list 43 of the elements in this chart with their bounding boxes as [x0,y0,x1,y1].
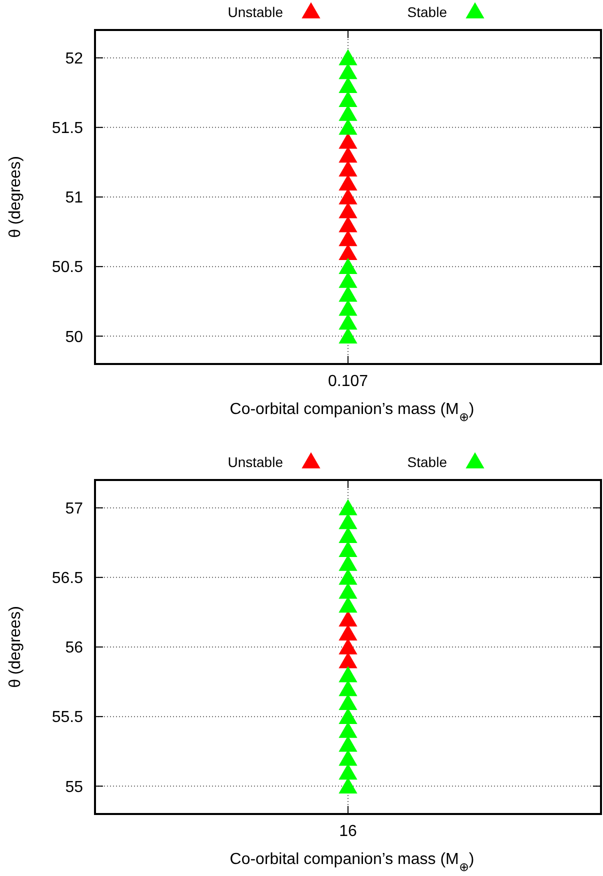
point [338,230,358,246]
point [338,300,358,316]
point [338,499,358,516]
point [338,596,358,613]
y-axis-title: θ (degrees) [7,606,24,688]
point [338,286,358,302]
y-tick-label: 50 [65,328,84,346]
y-tick-label: 57 [65,500,84,518]
y-axis-title: θ (degrees) [7,156,24,238]
legend-label: Unstable [228,454,284,470]
point [338,146,358,163]
y-tick-label: 52 [65,50,84,68]
point [338,202,358,218]
y-tick-label: 51.5 [52,120,84,138]
y-tick-label: 55.5 [52,709,84,726]
x-axis-title: Co-orbital companion’s mass (M$_{⊕}$) [230,851,474,874]
y-tick-label: 51 [65,190,84,207]
point [338,132,358,149]
legend-label: Unstable [228,4,284,20]
x-tick-label: 0.107 [328,373,368,390]
point [338,736,358,752]
y-tick-label: 55 [65,778,84,796]
point [338,568,358,585]
point [338,258,358,274]
point [338,666,358,682]
point [338,764,358,780]
point [338,49,358,66]
y-tick-label: 50.5 [52,259,84,276]
point [338,314,358,330]
legend-label: Stable [407,454,448,470]
y-tick-label: 56.5 [52,570,84,588]
point [338,680,358,696]
point [338,63,358,80]
point [338,118,358,135]
legend-label: Stable [407,4,448,20]
y-tick-label: 56 [65,640,84,657]
point [338,513,358,530]
x-tick-label: 16 [339,823,357,840]
x-axis-title: Co-orbital companion’s mass (M$_{⊕}$) [230,401,474,424]
point [338,750,358,766]
point [338,216,358,232]
point [338,652,358,668]
point [338,582,358,599]
